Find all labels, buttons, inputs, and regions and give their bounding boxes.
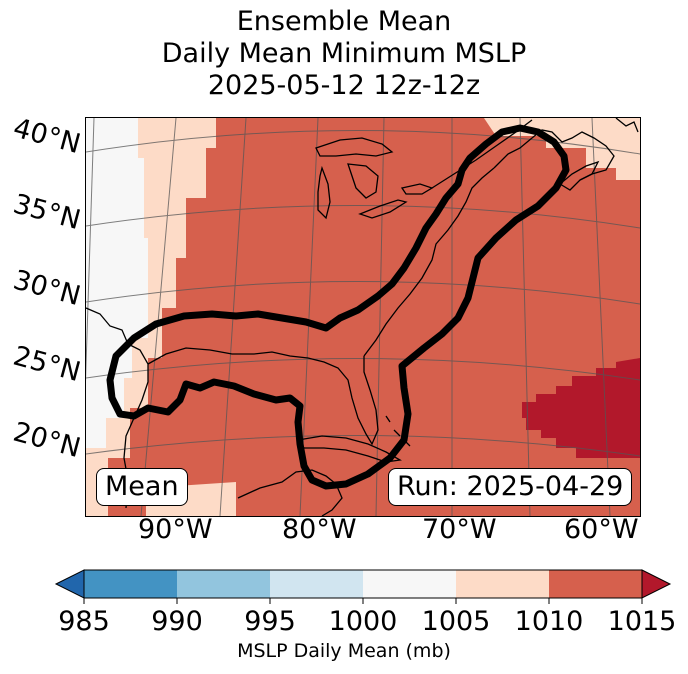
yucatan-coast: [237, 469, 343, 516]
colorbar-tick-995: 995: [244, 606, 296, 637]
graticule: [86, 118, 640, 516]
run-badge: Run: 2025-04-29: [388, 468, 633, 506]
field-1005-1010-west: [86, 118, 216, 516]
great-lake-superior: [315, 137, 394, 157]
lat-label-40n: 40°N: [9, 112, 84, 161]
lon-label-70w: 70°W: [422, 514, 497, 545]
great-lake-huron: [347, 163, 379, 199]
mean-badge: Mean: [96, 468, 188, 506]
colorbar-label: MSLP Daily Mean (mb): [237, 640, 451, 662]
parallel-40n: [86, 130, 640, 155]
lon-label-80w: 80°W: [282, 514, 357, 545]
colorbar-tick-1000: 1000: [328, 606, 398, 637]
lat-label-25n: 25°N: [9, 340, 84, 389]
colorbar: [54, 569, 672, 604]
colorbar-tick-marks: [83, 598, 643, 604]
title-line-2: Daily Mean Minimum MSLP: [161, 38, 527, 69]
colorbar-extend-over: [641, 569, 672, 599]
colorbar-extend-under: [54, 569, 85, 599]
meridian-95w: [86, 118, 95, 382]
colorbar-tick-1010: 1010: [514, 606, 584, 637]
parallel-35n: [86, 205, 640, 229]
lon-label-90w: 90°W: [138, 514, 213, 545]
lat-label-30n: 30°N: [9, 264, 84, 313]
great-lake-michigan: [317, 165, 331, 220]
colorbar-bin-1005-1010: [456, 570, 549, 598]
map-frame: [85, 117, 641, 517]
mslp-contour: [106, 124, 570, 490]
lat-label-20n: 20°N: [9, 416, 84, 465]
meridian-90w: [140, 118, 177, 516]
lon-label-60w: 60°W: [564, 514, 639, 545]
meridian-65w: [519, 118, 531, 516]
colorbar-bin-990-995: [177, 570, 270, 598]
field-1005-1010-northeast: [484, 118, 640, 180]
newfoundland: [615, 118, 639, 133]
lat-label-35n: 35°N: [9, 188, 84, 237]
title-line-3: 2025-05-12 12z-12z: [207, 70, 481, 101]
parallel-25n: [86, 358, 640, 381]
great-lake-erie: [358, 199, 408, 219]
gulf-north-coast: [147, 347, 379, 446]
colorbar-bin-985-990: [84, 570, 177, 598]
meridian-75w: [375, 118, 385, 516]
east-coast: [363, 167, 495, 357]
gulf-coast: [86, 307, 149, 509]
colorbar-tick-1015: 1015: [607, 606, 677, 637]
great-lake-ontario: [400, 183, 434, 195]
parallel-30n: [86, 281, 640, 305]
field-over-1015: [522, 358, 640, 458]
meridian-60w: [591, 118, 611, 516]
colorbar-bin-1010-1015: [549, 570, 642, 598]
field-1000-1005: [86, 118, 148, 448]
parallel-20n: [86, 435, 640, 457]
colorbar-bin-995-1000: [270, 570, 363, 598]
colorbar-bin-1000-1005: [363, 570, 456, 598]
title-line-1: Ensemble Mean: [236, 6, 452, 37]
cuba: [296, 435, 402, 463]
colorbar-tick-990: 990: [151, 606, 203, 637]
colorbar-tick-985: 985: [58, 606, 110, 637]
nova-scotia: [559, 160, 600, 185]
colorbar-tick-1005: 1005: [421, 606, 491, 637]
map-svg: [86, 118, 640, 516]
